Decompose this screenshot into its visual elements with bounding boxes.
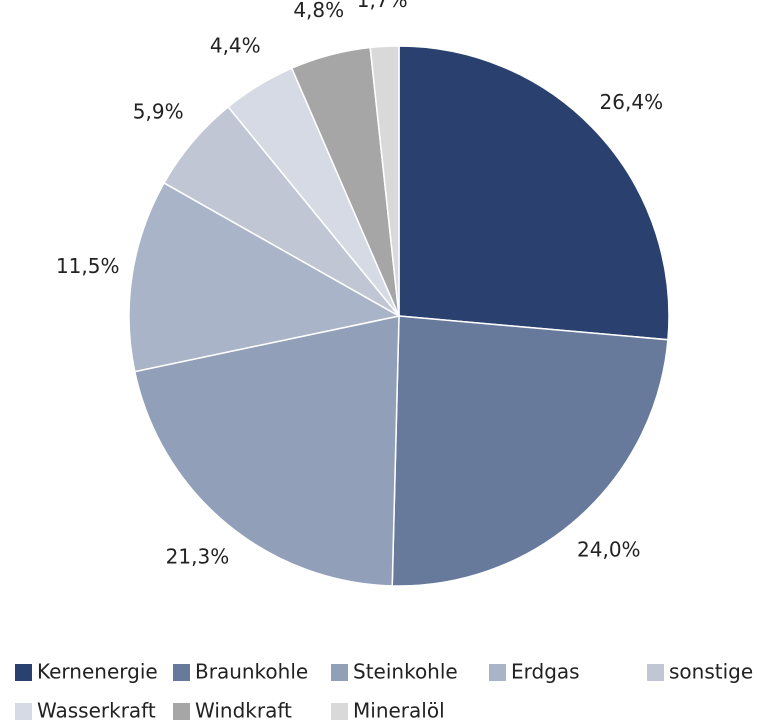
legend-label: Steinkohle [353, 660, 458, 684]
data-label: 4,4% [210, 33, 261, 57]
data-label: 21,3% [166, 545, 230, 569]
legend-label: Wasserkraft [37, 699, 156, 723]
legend-swatch [331, 703, 348, 720]
legend-label: Mineralöl [353, 699, 445, 723]
legend-swatch [15, 664, 32, 681]
pie-slice [391, 315, 669, 587]
legend-swatch [15, 703, 32, 720]
legend-label: sonstige [669, 660, 753, 684]
data-label: 11,5% [56, 254, 120, 278]
legend-label: Kernenergie [37, 660, 158, 684]
data-label: 5,9% [133, 99, 184, 123]
pie-slice [398, 45, 670, 341]
legend-swatch [173, 703, 190, 720]
pie-slice [128, 181, 402, 373]
pie-slice [133, 315, 400, 587]
legend-swatch [331, 664, 348, 681]
data-label: 24,0% [577, 537, 641, 561]
data-label: 1,7% [357, 0, 408, 12]
legend-swatch [489, 664, 506, 681]
legend-swatch [173, 664, 190, 681]
legend-label: Erdgas [511, 660, 580, 684]
legend-label: Braunkohle [195, 660, 308, 684]
legend-label: Windkraft [195, 699, 292, 723]
data-label: 26,4% [600, 90, 664, 114]
data-label: 4,8% [293, 0, 344, 22]
legend-swatch [647, 664, 664, 681]
pie-slice [369, 45, 400, 317]
